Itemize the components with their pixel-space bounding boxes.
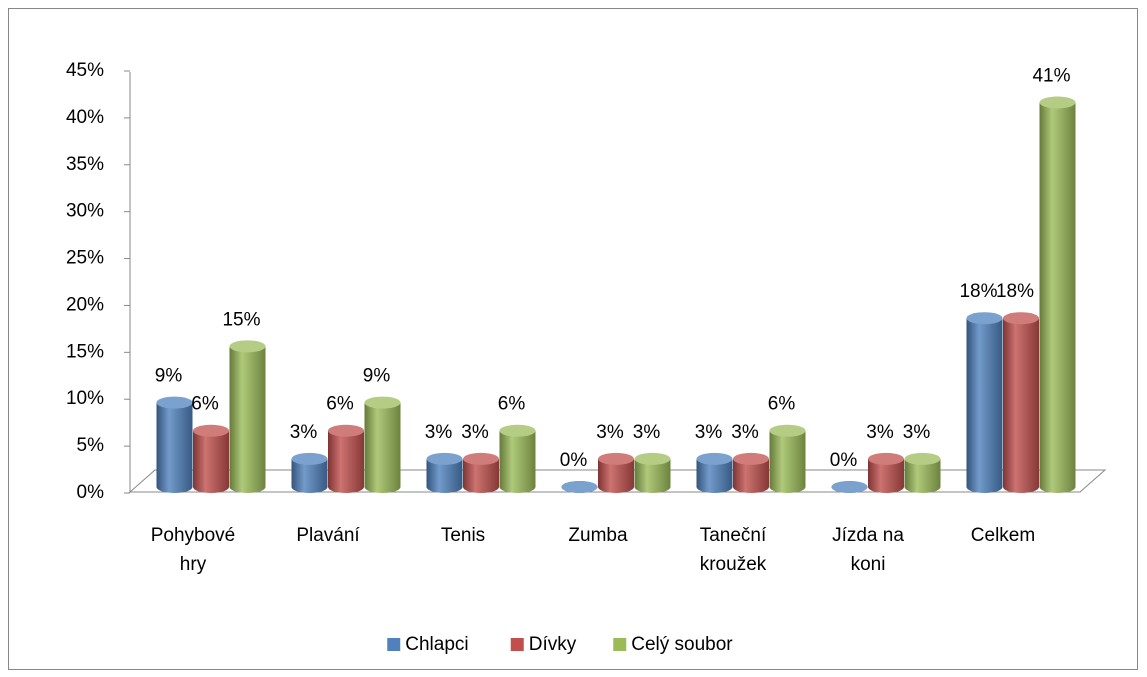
bar-top xyxy=(1003,312,1039,325)
bar-base xyxy=(426,481,463,493)
bar xyxy=(966,318,1003,487)
value-label: 6% xyxy=(498,394,526,415)
bar-base xyxy=(1039,481,1076,493)
bar-base xyxy=(769,481,806,493)
bar-base xyxy=(868,481,904,493)
bar-base xyxy=(463,481,499,493)
legend-label: Chlapci xyxy=(405,634,468,655)
x-tick-label: Tenis xyxy=(440,525,486,546)
bar-top xyxy=(696,452,733,465)
value-label: 3% xyxy=(633,422,661,443)
bar-base xyxy=(328,481,364,493)
bar-base xyxy=(364,481,401,493)
value-label: 0% xyxy=(560,450,588,471)
bar xyxy=(229,346,266,487)
value-label: 3% xyxy=(695,422,723,443)
bar-top xyxy=(426,452,463,465)
x-tick-label: Jízda na koni xyxy=(832,525,904,575)
legend-swatch xyxy=(613,638,627,651)
bar-top xyxy=(634,452,671,465)
bar xyxy=(1039,102,1076,487)
bar-base xyxy=(733,481,769,493)
x-tick-label: Zumba xyxy=(568,525,628,546)
y-tick-label: 45% xyxy=(66,60,104,81)
bar-top xyxy=(463,452,499,465)
value-label: 3% xyxy=(596,422,624,443)
y-tick-label: 25% xyxy=(66,248,104,269)
bar-base xyxy=(966,481,1003,493)
bar-top xyxy=(733,452,769,465)
bar xyxy=(364,402,401,487)
value-label: 15% xyxy=(222,309,260,330)
bar xyxy=(156,402,193,487)
bar-base xyxy=(696,481,733,493)
bar-top xyxy=(904,452,941,465)
value-label: 6% xyxy=(768,394,796,415)
y-tick-label: 20% xyxy=(66,294,104,315)
y-tick-label: 10% xyxy=(66,388,104,409)
bar-base xyxy=(904,481,941,493)
value-label: 18% xyxy=(996,281,1034,302)
value-label: 6% xyxy=(191,394,219,415)
chart-border xyxy=(8,8,1138,670)
value-label: 3% xyxy=(425,422,453,443)
bar-top xyxy=(193,424,229,437)
bar-base xyxy=(634,481,671,493)
bar xyxy=(769,430,806,487)
value-label: 3% xyxy=(461,422,489,443)
bar-base xyxy=(1003,481,1039,493)
bar-base xyxy=(229,481,266,493)
y-tick-label: 40% xyxy=(66,107,104,128)
legend-label: Dívky xyxy=(529,634,577,655)
value-label: 18% xyxy=(959,281,997,302)
bar-top xyxy=(499,424,536,437)
bar-base xyxy=(598,481,634,493)
y-tick-label: 0% xyxy=(77,482,105,503)
x-tick-label: Pohybové hry xyxy=(150,525,236,575)
legend-swatch xyxy=(510,638,524,651)
bar xyxy=(193,430,229,487)
legend-swatch xyxy=(387,638,401,651)
bar xyxy=(328,430,364,487)
y-tick-label: 5% xyxy=(77,435,105,456)
bar-base xyxy=(156,481,193,493)
value-label: 3% xyxy=(290,422,318,443)
bar xyxy=(499,430,536,487)
value-label: 3% xyxy=(903,422,931,443)
y-tick-label: 30% xyxy=(66,201,104,222)
bar-top xyxy=(831,481,868,493)
value-label: 41% xyxy=(1032,66,1070,87)
bar-top xyxy=(364,396,401,409)
value-label: 3% xyxy=(731,422,759,443)
value-label: 6% xyxy=(326,394,354,415)
x-tick-label: Taneční kroužek xyxy=(699,525,767,575)
bar-top xyxy=(156,396,193,409)
value-label: 9% xyxy=(155,366,183,387)
bar-top xyxy=(291,452,328,465)
bar xyxy=(1003,318,1039,487)
bar-top xyxy=(229,340,266,353)
bar-top xyxy=(966,312,1003,325)
bar-top xyxy=(868,452,904,465)
legend-label: Celý soubor xyxy=(631,634,733,655)
bar-top xyxy=(1039,96,1076,109)
bar-base xyxy=(291,481,328,493)
bar-top xyxy=(769,424,806,437)
x-tick-label: Plavání xyxy=(296,525,360,546)
bar-top xyxy=(561,481,598,493)
bar-base xyxy=(193,481,229,493)
value-label: 0% xyxy=(830,450,858,471)
bar-top xyxy=(328,424,364,437)
x-tick-label: Celkem xyxy=(970,525,1036,546)
value-label: 9% xyxy=(363,366,391,387)
bar-top xyxy=(598,452,634,465)
y-tick-label: 35% xyxy=(66,154,104,175)
y-tick-label: 15% xyxy=(66,341,104,362)
bar-base xyxy=(499,481,536,493)
value-label: 3% xyxy=(866,422,894,443)
